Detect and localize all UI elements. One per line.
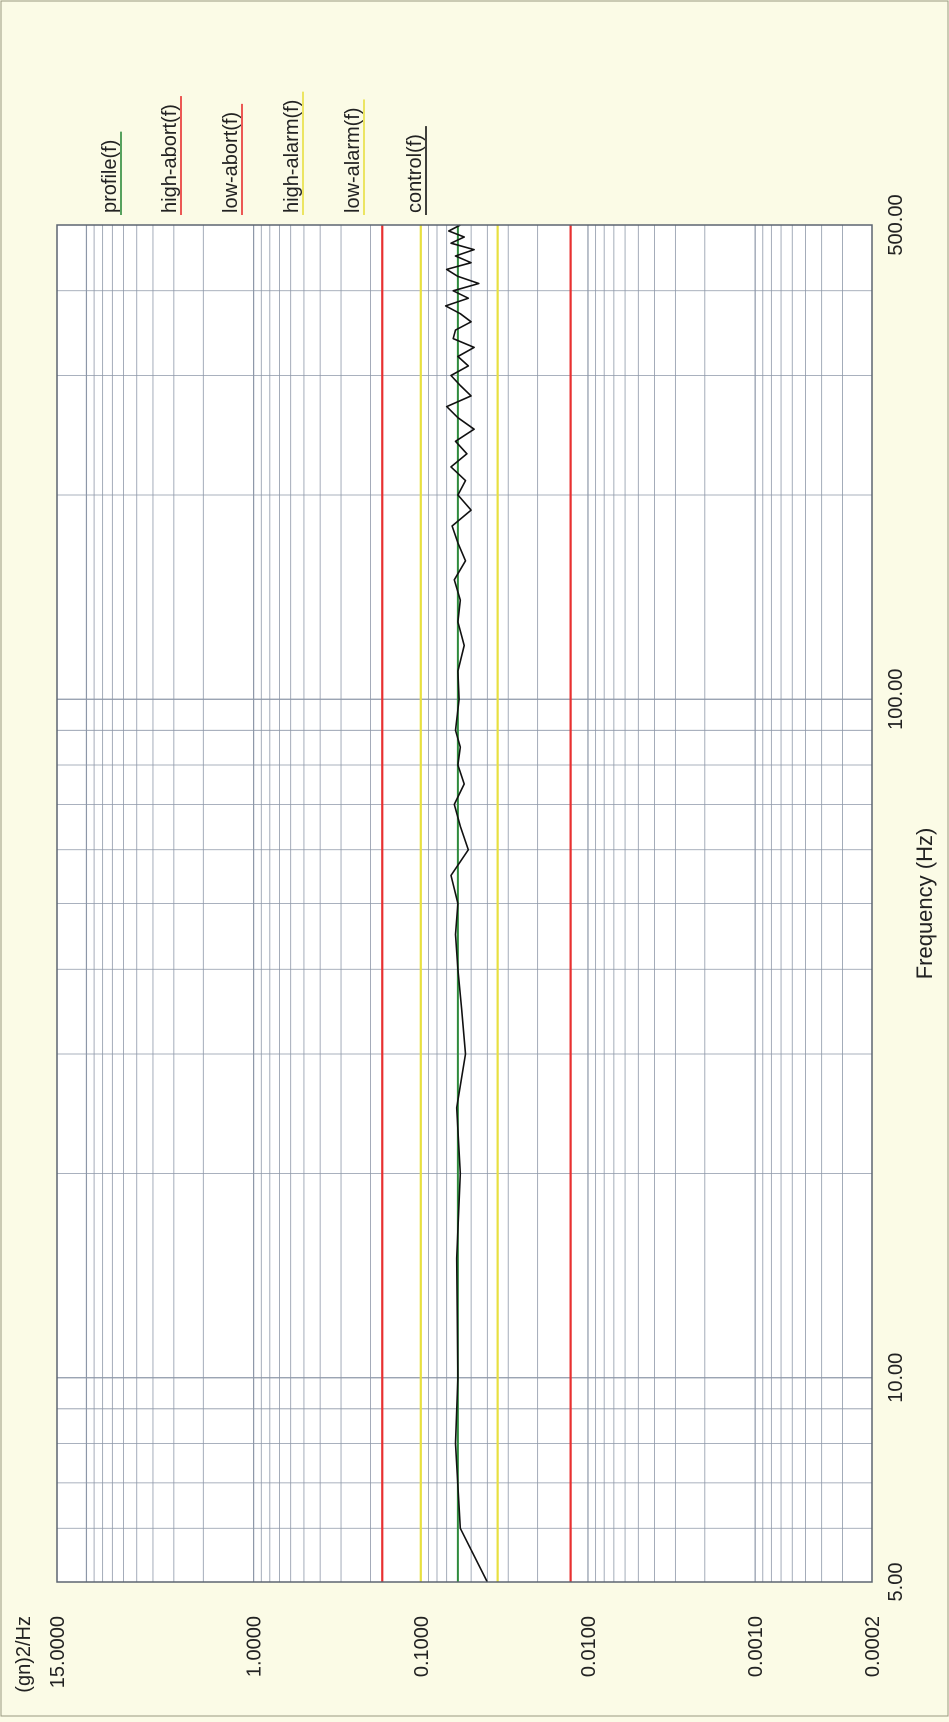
legend-label-low-abort-f: low-abort(f) xyxy=(220,112,242,213)
legend: profile(f) high-abort(f) low-abort(f) high-… xyxy=(99,91,427,215)
labels: 5.00 10.00 100.00 500.00 15.0000 1.0000 0.1000… xyxy=(13,194,937,1692)
plot-border xyxy=(56,224,873,1583)
legend-label-profile-f: profile(f) xyxy=(99,140,121,213)
legend-label-low-alarm-f: low-alarm(f) xyxy=(342,107,364,213)
x-tick-label: 100.00 xyxy=(885,669,907,730)
x-tick-label: 10.00 xyxy=(885,1353,907,1403)
y-tick-label: 0.0002 xyxy=(862,1616,884,1677)
x-tick-label: 500.00 xyxy=(885,194,907,255)
x-tick-label: 5.00 xyxy=(885,1563,907,1602)
y-tick-label: 0.0010 xyxy=(745,1616,767,1677)
y-axis-title: (gn)2/Hz xyxy=(13,1616,35,1693)
plot-frame xyxy=(56,224,873,1583)
series-line-control-f xyxy=(444,224,489,1583)
legend-label-high-abort-f: high-abort(f) xyxy=(159,104,181,213)
legend-label-control-f: control(f) xyxy=(404,134,426,213)
y-tick-label: 0.1000 xyxy=(411,1616,433,1677)
series-layer xyxy=(381,224,572,1583)
legend-label-high-alarm-f: high-alarm(f) xyxy=(281,100,303,213)
y-tick-label: 15.0000 xyxy=(47,1616,69,1688)
grid xyxy=(57,224,873,1583)
y-tick-label: 0.0100 xyxy=(578,1616,600,1677)
x-axis-title: Frequency (Hz) xyxy=(912,828,937,980)
y-tick-label: 1.0000 xyxy=(244,1616,266,1677)
